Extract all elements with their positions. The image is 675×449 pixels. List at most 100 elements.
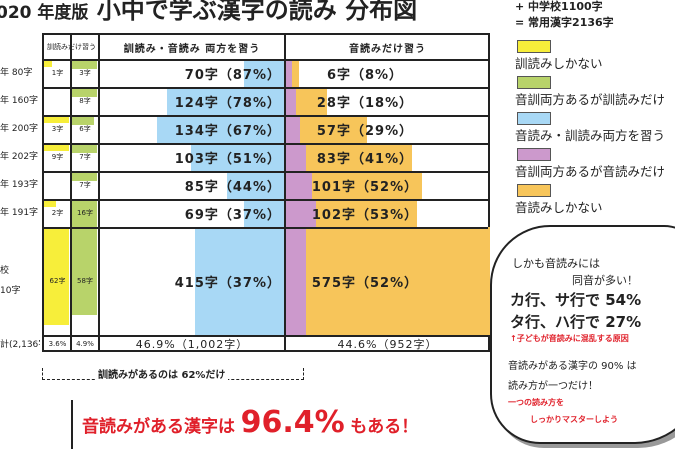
- grid-hline: [44, 59, 488, 61]
- bar-kun-only: [44, 115, 69, 123]
- cell-on-only: 83字（41%）: [316, 151, 414, 167]
- total-kun-only: 3.6%: [48, 339, 67, 348]
- cell-on-only: 101字（52%）: [311, 179, 419, 195]
- row-label: 年 80字: [0, 68, 33, 78]
- bar-kun-only: [44, 59, 52, 67]
- bar-kun-learned: [72, 227, 97, 315]
- total-both: 46.9%（1,002字）: [135, 337, 249, 351]
- bar-kun-learned: [72, 87, 97, 97]
- bar-on-only: [306, 143, 412, 171]
- row-label-2: 10字: [0, 286, 21, 296]
- bar-on-learned: [285, 87, 296, 115]
- bar-on-learned: [285, 115, 300, 143]
- cell-kun-only: 3字: [51, 125, 64, 133]
- legend-header-1: + 中学校1100字: [515, 0, 603, 13]
- bar-kun-learned: [72, 171, 97, 181]
- cell-kun-learned: 6字: [79, 125, 91, 133]
- bar-both: [227, 171, 285, 199]
- cloud-text: 同音が多い！: [572, 274, 638, 287]
- cell-kun-learned: 7字: [79, 153, 91, 161]
- bar-kun-only: [44, 227, 69, 325]
- legend-swatch: [517, 76, 551, 89]
- cell-on-only: 102字（53%）: [311, 207, 419, 223]
- row-label: 年 193字: [0, 180, 39, 190]
- cell-kun-only: [44, 171, 71, 199]
- bar-both: [244, 199, 285, 227]
- bar-on-only: [300, 115, 367, 143]
- cell-kun-only: 9字: [51, 153, 64, 161]
- bar-both: [167, 87, 285, 115]
- row-label: 校: [0, 266, 10, 276]
- cell-both: 69字（37%）: [184, 207, 281, 223]
- headline: 音読みがある漢字は 96.4% もある！: [82, 405, 419, 440]
- cloud-text: タ行、ハ行で 27%: [510, 313, 642, 331]
- bar-on-learned: [285, 59, 292, 87]
- bar-both: [157, 115, 285, 143]
- cell-both: 124字（78%）: [174, 95, 281, 111]
- bar-on-learned: [285, 227, 306, 335]
- grid-hline: [44, 115, 488, 117]
- grid-vline: [284, 35, 286, 350]
- row-label: 年 200字: [0, 124, 39, 134]
- legend-label: 音読みしかない: [515, 200, 603, 215]
- bar-kun-learned: [72, 59, 97, 69]
- cell-kun-only: 1字: [51, 69, 64, 77]
- cell-kun-only: [44, 87, 71, 115]
- bar-kun-learned: [72, 115, 94, 125]
- divider: [71, 400, 73, 449]
- cloud-text: 音読みがある漢字の 90% は: [508, 361, 637, 372]
- cell-both: 103字（51%）: [174, 151, 281, 167]
- bar-both: [191, 143, 285, 171]
- cell-on-only: 57字（29%）: [316, 123, 414, 139]
- legend-swatch: [517, 184, 551, 197]
- grid-hline: [44, 171, 488, 173]
- bar-kun-only: [44, 199, 56, 207]
- grid-vline: [70, 35, 72, 350]
- grid-hline: [44, 227, 488, 229]
- cell-both: 70字（87%）: [184, 67, 281, 83]
- bar-on-only: [312, 171, 422, 199]
- bar-both: [244, 59, 285, 87]
- cloud-text: カ行、サ行で 54%: [510, 291, 642, 309]
- legend-swatch: [517, 40, 551, 53]
- cloud-text: ↑子どもが音読みに混乱する原因: [510, 334, 629, 343]
- bar-on-only: [306, 227, 490, 335]
- cell-kun-only: 2字: [51, 209, 64, 217]
- grid-hline: [44, 143, 488, 145]
- cell-both: 415字（37%）: [174, 275, 281, 291]
- cell-kun-learned: 8字: [79, 97, 91, 105]
- legend-label: 訓読みしかない: [515, 56, 603, 71]
- header-on-only: 音読みだけ習う: [349, 43, 426, 55]
- row-label: 年 191字: [0, 208, 39, 218]
- cloud-text: しかも音読みには: [512, 257, 600, 270]
- bracket-note: 訓読みがあるのは 62%だけ: [95, 366, 229, 381]
- bar-on-only: [296, 87, 327, 115]
- legend-label: 音訓両方あるが訓読みだけ: [515, 92, 666, 107]
- cloud-text: しっかりマスターしよう: [530, 415, 618, 424]
- legend-header-2: = 常用漢字2136字: [515, 16, 614, 29]
- bar-on-learned: [285, 171, 312, 199]
- bar-both: [195, 227, 285, 335]
- cloud-text: 一つの読み方を: [508, 398, 564, 407]
- cell-both: 85字（44%）: [184, 179, 281, 195]
- row-label: 年 202字: [0, 152, 39, 162]
- reading-distribution-table: 1字 3字 70字（87%） 6字（8%） 8字 124字（78%） 28字（18%） 3字 6…: [42, 33, 490, 352]
- legend-label: 音訓両方あるが音読みだけ: [515, 164, 666, 179]
- speech-cloud: しかも音読みには 同音が多い！ カ行、サ行で 54% タ行、ハ行で 27% ↑子…: [490, 225, 675, 444]
- total-label: 計(2,136字): [0, 340, 40, 350]
- grid-hline: [44, 335, 488, 337]
- bar-on-only: [292, 59, 299, 87]
- bar-on-learned: [285, 143, 306, 171]
- grid-hline: [44, 199, 488, 201]
- bar-kun-learned: [72, 143, 97, 153]
- header-both: 訓読み・音読み 両方を習う: [123, 43, 261, 55]
- page-title: 020 年度版 小中で学ぶ漢字の読み 分布図: [0, 0, 418, 24]
- cell-kun-learned: 16字: [77, 209, 93, 217]
- cell-kun-learned: 7字: [79, 181, 91, 189]
- cell-both: 134字（67%）: [174, 123, 281, 139]
- grid-hline: [44, 87, 488, 89]
- legend-swatch: [517, 148, 551, 161]
- cell-kun-learned: 58字: [77, 277, 93, 285]
- total-kun-learned: 4.9%: [76, 339, 94, 348]
- grid-vline: [98, 35, 100, 350]
